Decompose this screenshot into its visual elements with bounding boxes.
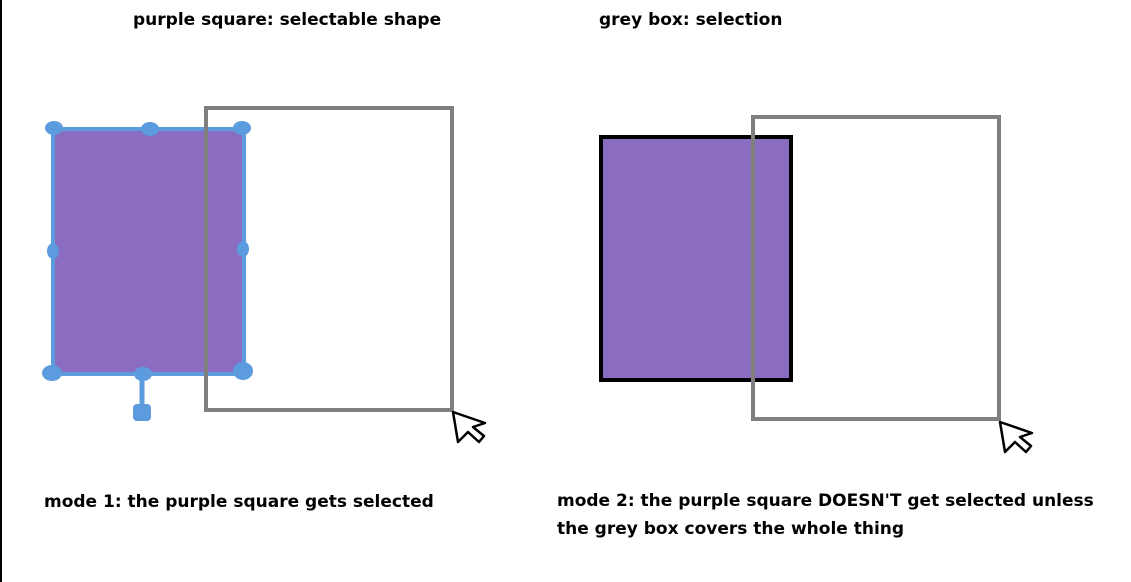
mode1-panel [42,106,487,444]
mode2-caption-line1: mode 2: the purple square DOESN'T get se… [557,491,1094,511]
handle-middle-right [237,241,249,257]
handle-top-right [233,121,251,135]
mode1-selection-box [204,106,454,412]
mode2-purple-square [599,135,793,382]
legend-selection-label: grey box: selection [599,10,783,30]
mode2-selection-box [751,115,1001,421]
handle-bottom-right [233,362,253,380]
mode2-panel [599,115,1034,454]
mode2-cursor-arrow-icon [998,420,1034,454]
handle-top-middle [141,122,159,136]
handle-rotate [133,404,151,421]
left-border [0,0,2,582]
mode2-caption-line2: the grey box covers the whole thing [557,519,905,539]
legend-shape-label: purple square: selectable shape [133,10,442,30]
handle-bottom-left [42,365,62,381]
handle-top-left [45,121,63,135]
handle-bottom-middle [134,367,152,381]
mode1-cursor-arrow-icon [451,410,487,444]
mode1-caption: mode 1: the purple square gets selected [44,492,434,512]
mode1-purple-square [51,127,246,376]
mode1-selection-handles [42,121,253,421]
handle-middle-left [47,243,59,259]
